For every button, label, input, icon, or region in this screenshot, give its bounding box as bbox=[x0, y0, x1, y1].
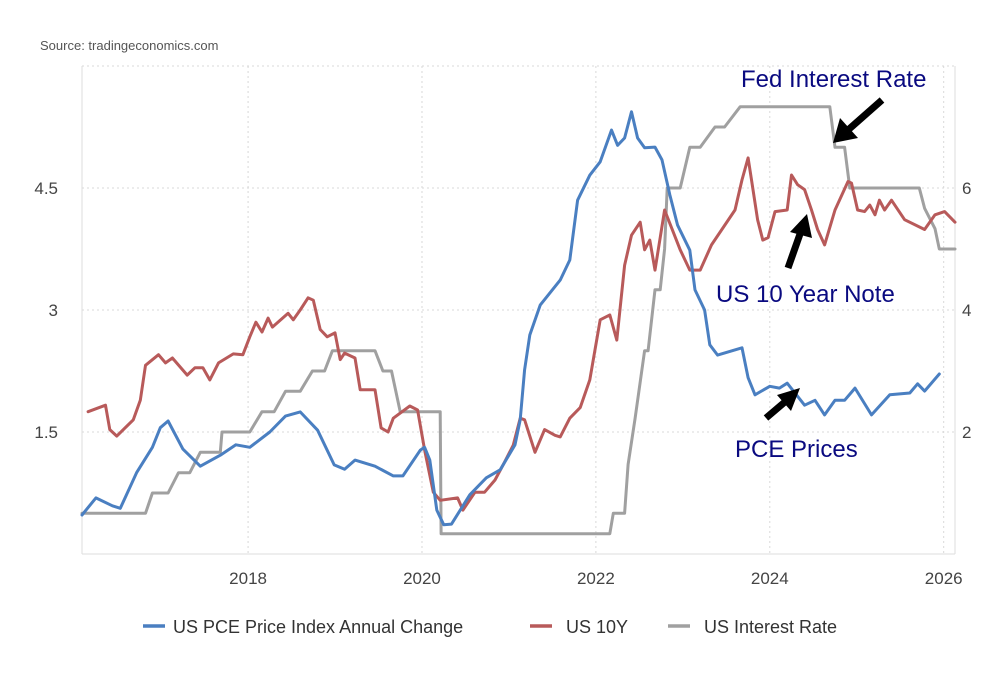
x-tick-label: 2020 bbox=[403, 569, 441, 588]
arrow-pce-icon bbox=[763, 388, 800, 421]
legend-label-rate: US Interest Rate bbox=[704, 617, 837, 637]
annotation-note-text: US 10 Year Note bbox=[716, 281, 895, 308]
series-line-us10y bbox=[86, 156, 957, 512]
x-tick-label: 2024 bbox=[751, 569, 789, 588]
annotation-note: US 10 Year Note bbox=[716, 214, 895, 308]
right-tick-label: 6 bbox=[962, 179, 971, 198]
legend: US PCE Price Index Annual Change US 10Y … bbox=[143, 617, 837, 637]
legend-label-pce: US PCE Price Index Annual Change bbox=[173, 617, 463, 637]
annotation-fed: Fed Interest Rate bbox=[741, 66, 926, 143]
left-tick-label: 3 bbox=[49, 301, 58, 320]
series-lines bbox=[80, 105, 957, 536]
arrow-fed-icon bbox=[833, 97, 885, 143]
series-line-pce bbox=[80, 110, 941, 527]
annotation-fed-text: Fed Interest Rate bbox=[741, 66, 926, 93]
left-tick-label: 1.5 bbox=[34, 423, 58, 442]
source-label: Source: tradingeconomics.com bbox=[40, 38, 218, 53]
x-tick-label: 2018 bbox=[229, 569, 267, 588]
grid bbox=[82, 65, 955, 554]
x-tick-label: 2026 bbox=[925, 569, 963, 588]
arrow-note-icon bbox=[784, 214, 812, 270]
x-tick-label: 2022 bbox=[577, 569, 615, 588]
legend-label-us10y: US 10Y bbox=[566, 617, 628, 637]
legend-item-pce[interactable]: US PCE Price Index Annual Change bbox=[143, 617, 463, 637]
legend-item-rate[interactable]: US Interest Rate bbox=[668, 617, 837, 637]
right-tick-label: 4 bbox=[962, 301, 971, 320]
series-line-rate bbox=[80, 105, 957, 536]
axes: 1.5 3 4.5 2 4 6 2018 2020 2022 2024 2026 bbox=[34, 66, 971, 588]
annotation-pce-text: PCE Prices bbox=[735, 436, 858, 463]
legend-item-us10y[interactable]: US 10Y bbox=[530, 617, 628, 637]
left-tick-label: 4.5 bbox=[34, 179, 58, 198]
right-tick-label: 2 bbox=[962, 423, 971, 442]
annotation-pce: PCE Prices bbox=[735, 388, 858, 463]
